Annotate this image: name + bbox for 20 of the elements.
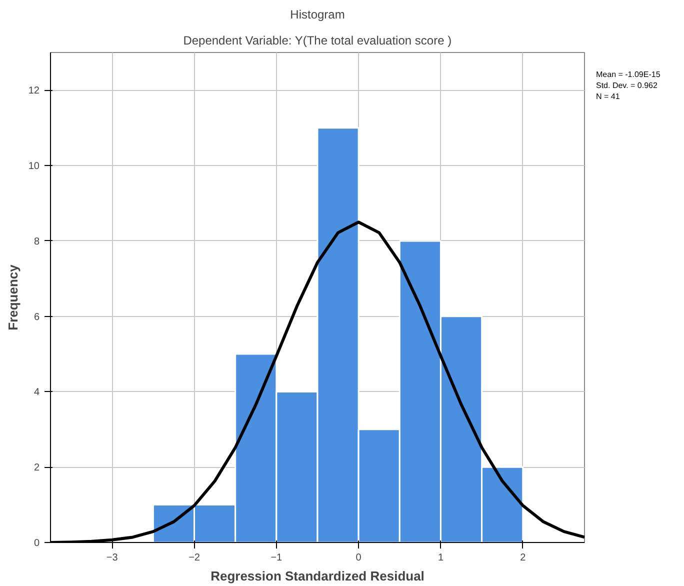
y-tick-label: 12 <box>28 86 40 97</box>
text: Mean = -1.09E-15 <box>596 70 660 80</box>
text: N = 41 <box>596 92 620 102</box>
y-tick-label: 8 <box>34 236 40 248</box>
x-axis-title: Regression Standardized Residual <box>210 568 424 584</box>
x-tick-label: −3 <box>106 552 118 564</box>
x-tick-label: 0 <box>356 552 362 564</box>
chart-title: Histogram <box>290 8 345 22</box>
y-tick-label: 6 <box>34 312 40 323</box>
y-axis-title: Frequency <box>5 264 20 330</box>
y-tick-label: 2 <box>34 462 40 474</box>
text: Std. Dev. = 0.962 <box>596 81 658 91</box>
x-tick-label: −2 <box>188 552 200 564</box>
x-tick-label: 1 <box>438 552 444 564</box>
y-tick-label: 10 <box>28 161 40 172</box>
chart-subtitle: Dependent Variable: Y(The total evaluation score ) <box>183 34 452 48</box>
y-tick-label: 0 <box>34 538 40 549</box>
x-tick-label: −1 <box>270 552 283 564</box>
y-tick-label: 4 <box>34 387 40 398</box>
x-tick-label: 2 <box>520 552 526 564</box>
